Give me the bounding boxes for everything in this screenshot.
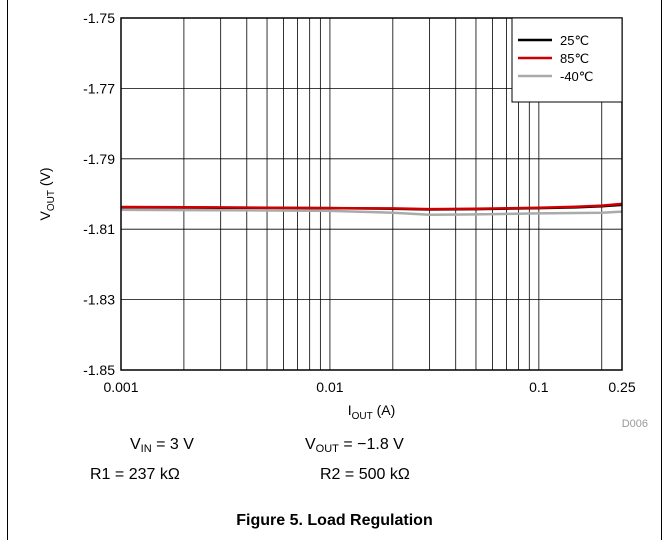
- vout-condition: VOUT = −1.8 V: [305, 436, 404, 455]
- y-axis-label-sub: OUT: [46, 190, 57, 211]
- x-axis-label-main: I: [348, 402, 352, 418]
- x-axis-label-unit: (A): [373, 402, 396, 418]
- y-tick-label: -1.79: [83, 151, 115, 167]
- plot-area: [120, 17, 623, 371]
- legend-label: 25℃: [560, 33, 589, 48]
- figure-caption: Figure 5. Load Regulation: [236, 512, 433, 529]
- legend-label: 85℃: [560, 51, 589, 66]
- x-axis-label: IOUT (A): [348, 402, 396, 422]
- series-lines: [120, 202, 623, 217]
- x-tick-label: 0.1: [529, 379, 549, 395]
- y-tick-label: -1.83: [83, 292, 115, 308]
- x-tick-label: 0.001: [103, 379, 138, 395]
- x-tick-label: 0.25: [608, 379, 635, 395]
- legend: 25℃ 85℃ -40℃: [511, 17, 623, 103]
- y-tick-label: -1.75: [83, 10, 115, 26]
- legend-box: [511, 17, 623, 103]
- x-tick-label: 0.01: [316, 379, 343, 395]
- y-tick-label: -1.77: [83, 80, 115, 96]
- x-tick-labels: 0.001 0.01 0.1 0.25: [103, 379, 635, 395]
- grid: [120, 17, 622, 371]
- y-axis-label-main: V: [37, 211, 53, 221]
- figure-frame: [7, 0, 662, 540]
- series-line: [120, 202, 623, 211]
- y-tick-labels: -1.75 -1.77 -1.79 -1.81 -1.83 -1.85: [83, 10, 115, 378]
- r1-condition: R1 = 237 kΩ: [90, 466, 180, 483]
- y-tick-label: -1.81: [83, 221, 115, 237]
- y-tick-label: -1.85: [83, 362, 115, 378]
- r2-condition: R2 = 500 kΩ: [320, 466, 410, 483]
- y-axis-label-unit: (V): [37, 167, 53, 190]
- series-line: [120, 208, 623, 217]
- y-axis-label: VOUT (V): [37, 167, 57, 220]
- legend-label: -40℃: [560, 69, 593, 84]
- vin-condition: VIN = 3 V: [130, 436, 194, 455]
- x-axis-label-sub: OUT: [352, 411, 373, 422]
- load-regulation-chart: 0.001 0.01 0.1 0.25 -1.75-1.77-1.79-1.81-1.…: [37, 10, 648, 430]
- figure-code: D006: [622, 418, 648, 430]
